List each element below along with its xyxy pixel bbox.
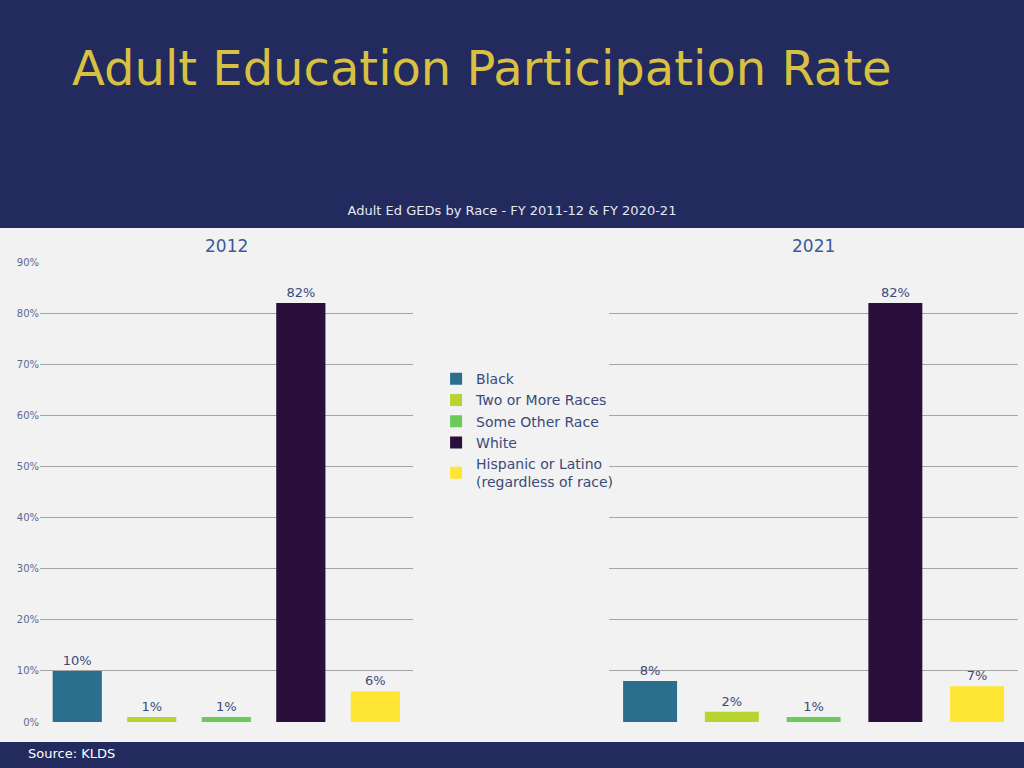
html-text:Source: KLDS: Source: KLDS: [28, 746, 116, 761]
svg-text:70%: 70%: [17, 359, 39, 370]
svg-text:Two or More Races: Two or More Races: [475, 392, 606, 408]
svg-text:1%: 1%: [803, 699, 824, 714]
svg-text:40%: 40%: [17, 512, 39, 523]
svg-text:Hispanic or Latino(regardless: Hispanic or Latino(regardless of race): [476, 456, 613, 490]
svg-text:10%: 10%: [63, 653, 92, 668]
svg-text:1%: 1%: [216, 699, 237, 714]
svg-text:0%: 0%: [23, 717, 39, 728]
svg-text:50%: 50%: [17, 461, 39, 472]
html-text:Adult Ed GEDs by Race - FY 201: Adult Ed GEDs by Race - FY 2011-12 & FY …: [347, 203, 677, 218]
svg-text:60%: 60%: [17, 410, 39, 421]
svg-text:7%: 7%: [967, 668, 988, 683]
svg-text:2%: 2%: [722, 694, 743, 709]
svg-text:Some Other Race: Some Other Race: [476, 414, 599, 430]
svg-text:30%: 30%: [17, 563, 39, 574]
svg-text:10%: 10%: [17, 665, 39, 676]
svg-text:White: White: [476, 435, 517, 451]
html-text:Adult Education Participation: Adult Education Participation Rate: [72, 40, 892, 96]
svg-text:6%: 6%: [365, 673, 386, 688]
svg-text:8%: 8%: [640, 663, 661, 678]
svg-text:20%: 20%: [17, 614, 39, 625]
svg-text:82%: 82%: [881, 285, 910, 300]
svg-text:2021: 2021: [792, 236, 835, 256]
svg-text:1%: 1%: [141, 699, 162, 714]
svg-text:90%: 90%: [17, 257, 39, 268]
svg-text:Black: Black: [476, 371, 515, 387]
svg-text:80%: 80%: [17, 308, 39, 319]
svg-text:82%: 82%: [286, 285, 315, 300]
svg-text:2012: 2012: [205, 236, 248, 256]
